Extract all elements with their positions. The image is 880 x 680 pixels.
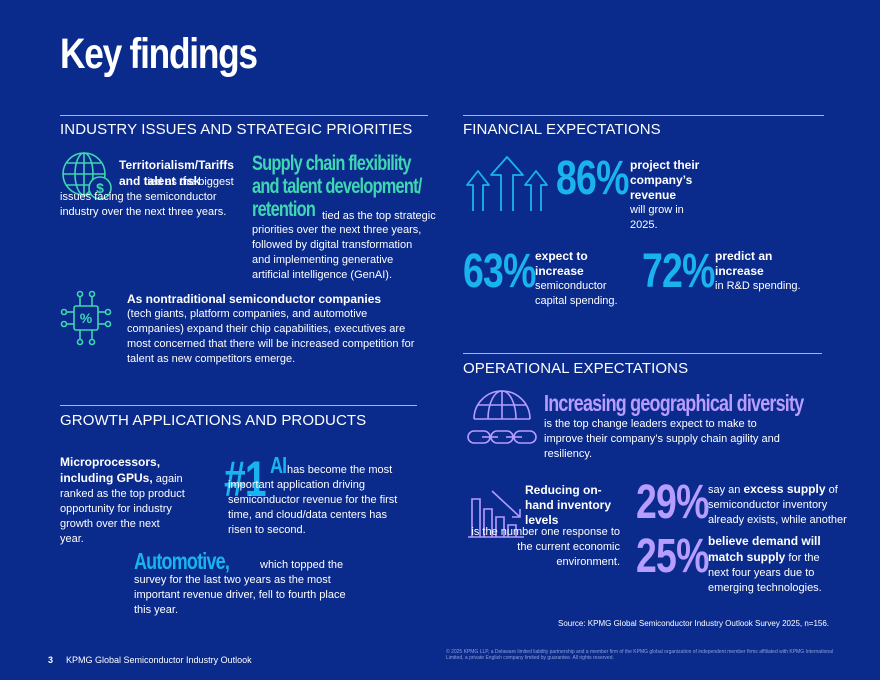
automotive-text: which topped the survey for the last two… xyxy=(134,559,346,616)
bars-down-icon xyxy=(466,487,526,539)
stat-63: 63% xyxy=(463,245,556,299)
stat-72-desc: predict an increase in R&D spending. xyxy=(715,249,810,294)
globe-dollar-icon: $ xyxy=(60,150,116,202)
stat-86-bold: project their company’s revenue xyxy=(630,158,700,202)
stat-86-value: 86% xyxy=(556,152,629,205)
page-number: 3 xyxy=(48,655,54,665)
micro-bold: Microprocessors, including GPUs, xyxy=(60,455,161,485)
source-note: Source: KPMG Global Semiconductor Indust… xyxy=(558,619,830,628)
operational-heading: OPERATIONAL EXPECTATIONS xyxy=(463,360,689,377)
globe-chain-icon xyxy=(466,387,538,451)
stat-25-value: 25% xyxy=(636,530,709,583)
stat-72-text: in R&D spending. xyxy=(715,280,801,292)
chip-percent-icon: % xyxy=(60,290,112,346)
ai-word-text: AI xyxy=(270,452,287,478)
supply-text-1: tied as the top strategic xyxy=(322,210,436,222)
arrows-up-icon xyxy=(465,155,549,213)
growth-heading: GROWTH APPLICATIONS AND PRODUCTS xyxy=(60,412,367,429)
stat-29: 29% xyxy=(636,476,729,530)
supply-text-2: priorities over the next three years, fo… xyxy=(252,224,422,281)
stat-25-bold: believe demand will match supply xyxy=(708,534,821,564)
financial-heading: FINANCIAL EXPECTATIONS xyxy=(463,121,661,138)
stat-25-text: for the next four years due to emerging … xyxy=(708,552,822,594)
supply-head-line3: retention xyxy=(252,198,316,221)
territorialism-body: Territorialism/Tariffs and talent risk t… xyxy=(60,158,235,220)
nontrad-block: As nontraditional semiconductor companie… xyxy=(127,292,417,367)
rank-text: #1 xyxy=(224,451,267,507)
supply-head-line1: Supply chain flexibility xyxy=(252,152,412,175)
inventory-bold: Reducing on-hand inventory levels xyxy=(525,483,612,527)
micro-block: Microprocessors, including GPUs, again r… xyxy=(60,455,185,547)
ai-text: has become the most important applicatio… xyxy=(228,464,398,536)
section-divider xyxy=(60,115,428,116)
section-divider xyxy=(463,353,822,354)
svg-text:$: $ xyxy=(96,180,104,196)
territorialism-text: Territorialism/Tariffs and talent risk xyxy=(119,158,239,190)
legal-text: © 2025 KPMG LLP, a Delaware limited liab… xyxy=(446,649,834,661)
territorialism-bold: Territorialism/Tariffs and talent risk xyxy=(119,158,234,188)
stat-86: 86% xyxy=(556,152,649,206)
inventory-block: Reducing on-hand inventory levels xyxy=(525,483,620,528)
industry-heading: INDUSTRY ISSUES AND STRATEGIC PRIORITIES xyxy=(60,121,413,138)
stat-25-desc: believe demand will match supply for the… xyxy=(708,534,833,596)
footer-title: KPMG Global Semiconductor Industry Outlo… xyxy=(66,655,252,665)
stat-72: 72% xyxy=(642,245,735,299)
stat-29-desc: say an excess supply of semiconductor in… xyxy=(708,482,848,528)
geo-headline-text: Increasing geographical diversity xyxy=(544,390,804,416)
section-divider xyxy=(60,405,417,406)
nontrad-text: (tech giants, platform companies, and au… xyxy=(127,308,415,365)
rank-number: #1 xyxy=(224,453,278,505)
stat-63-desc: expect to increase semiconductor capital… xyxy=(535,249,627,309)
supply-chain-headline: Supply chain flexibility and talent deve… xyxy=(252,152,469,221)
stat-29-pre: say an xyxy=(708,484,744,496)
stat-86-text: will grow in 2025. xyxy=(630,204,684,231)
inventory-text: is the number one response to the curren… xyxy=(471,526,620,568)
stat-72-value: 72% xyxy=(642,245,715,298)
automotive-word-text: Automotive, xyxy=(134,548,230,574)
svg-text:%: % xyxy=(80,310,93,326)
stat-63-bold: expect to increase xyxy=(535,249,588,278)
stat-63-value: 63% xyxy=(463,245,536,298)
stat-29-value: 29% xyxy=(636,476,709,529)
stat-25: 25% xyxy=(636,530,729,584)
geo-text: is the top change leaders expect to make… xyxy=(544,418,780,460)
stat-72-bold: predict an increase xyxy=(715,249,773,278)
page-title: Key findings xyxy=(60,30,258,78)
stat-29-bold: excess supply xyxy=(743,482,826,496)
supply-head-line2: and talent development/ xyxy=(252,175,422,198)
stat-86-desc: project their company’s revenue will gro… xyxy=(630,158,710,233)
stat-63-text: semiconductor capital spending. xyxy=(535,280,618,307)
territorialism-desc: tied as the biggest issues facing the se… xyxy=(60,176,234,218)
section-divider xyxy=(463,115,824,116)
automotive-word: Automotive, xyxy=(134,548,256,575)
micro-text: again ranked as the top product opportun… xyxy=(60,473,185,545)
stat-29-text: of semiconductor inventory already exist… xyxy=(708,484,847,526)
geo-headline: Increasing geographical diversity xyxy=(544,390,877,417)
nontrad-bold: As nontraditional semiconductor companie… xyxy=(127,292,382,306)
ai-word: AI xyxy=(270,452,291,479)
